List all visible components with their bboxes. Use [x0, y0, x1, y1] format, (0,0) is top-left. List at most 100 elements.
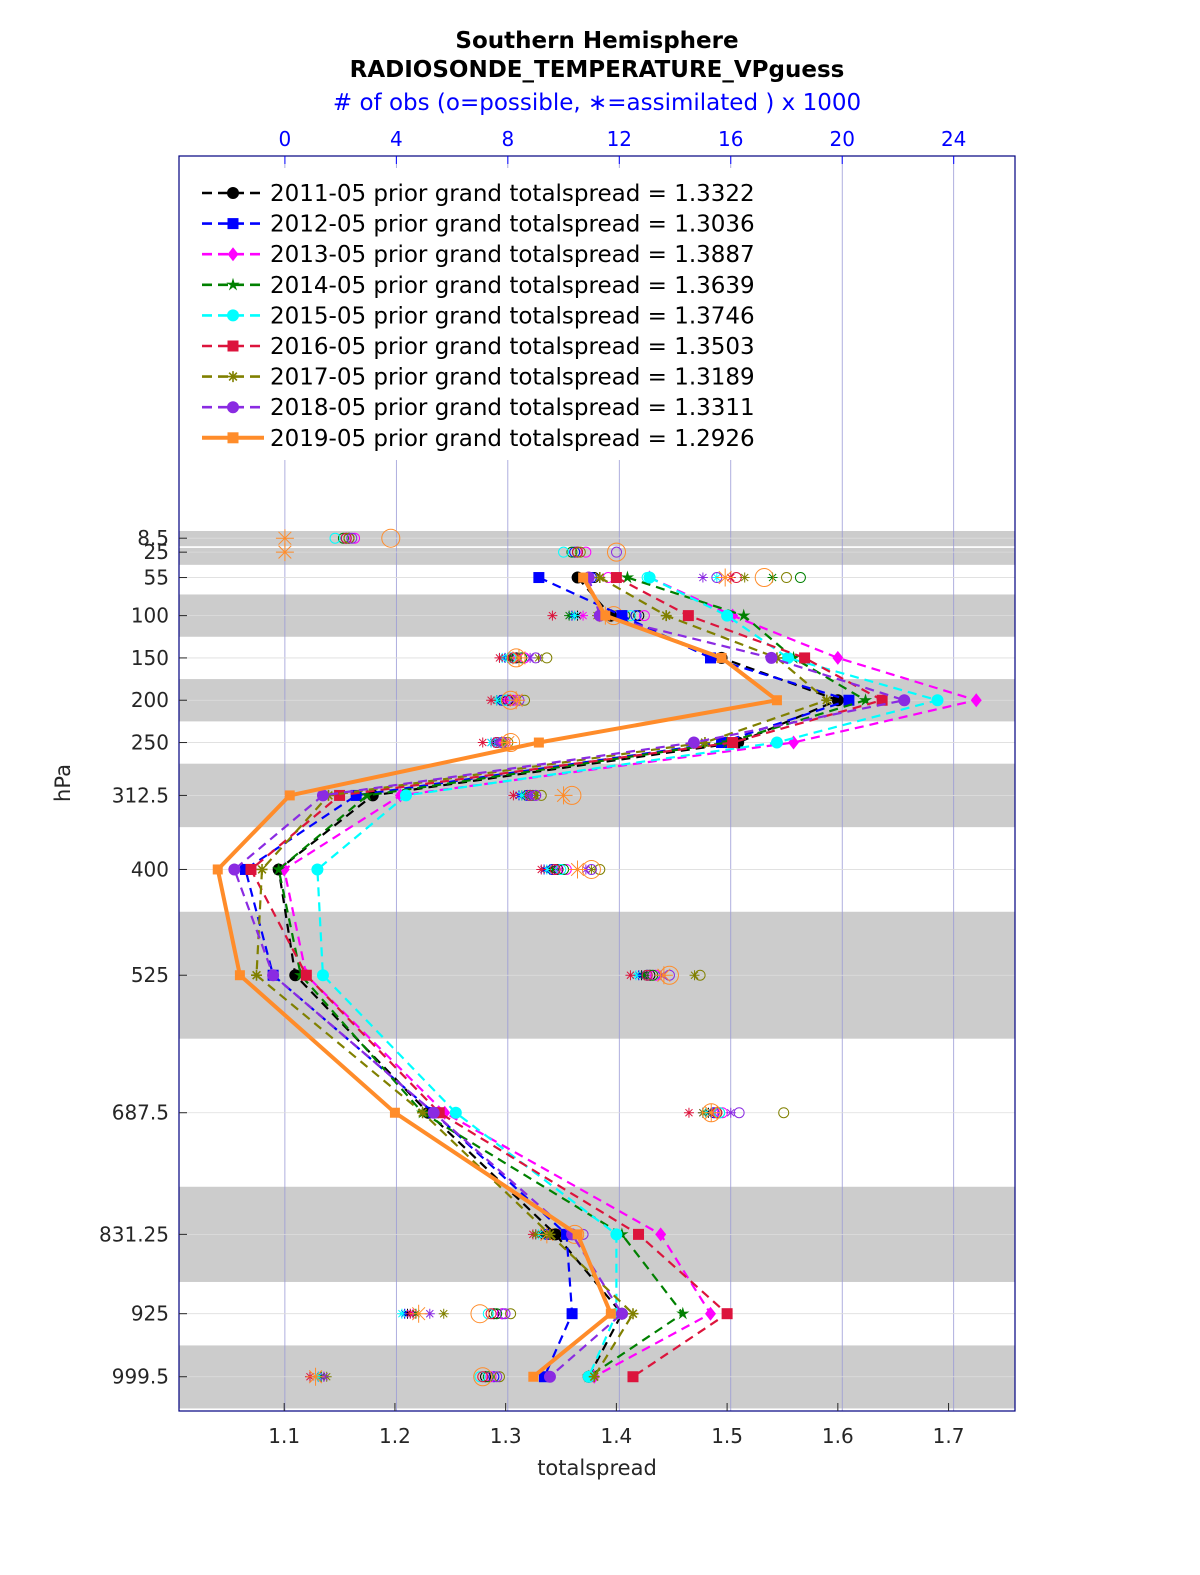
data-point [251, 969, 263, 981]
obs-possible-marker [499, 1308, 511, 1320]
obs-assimilated-marker [424, 1308, 435, 1319]
data-point [831, 694, 844, 707]
data-point [300, 969, 312, 981]
obs-possible-marker [343, 532, 355, 544]
obs-assimilated-marker [525, 790, 536, 801]
obs-assimilated-marker [536, 864, 547, 875]
legend-label: 2018-05 prior grand totalspread = 1.3311 [270, 395, 755, 421]
data-point [566, 1308, 578, 1320]
data-point [350, 789, 362, 801]
y-tick-label: 687.5 [112, 1101, 169, 1125]
data-point [620, 570, 635, 584]
obs-possible-marker [485, 1308, 497, 1320]
obs-assimilated-marker [697, 572, 708, 583]
chart-title: Southern Hemisphere [455, 28, 738, 54]
data-point [682, 610, 694, 622]
obs-assimilated-marker [547, 610, 558, 621]
legend-entry: 2011-05 prior grand totalspread = 1.3322 [202, 181, 755, 207]
obs-assimilated-marker [569, 610, 580, 621]
obs-possible-marker [473, 1367, 493, 1387]
obs-possible-marker [569, 546, 581, 558]
legend-entry: 2012-05 prior grand totalspread = 1.3036 [202, 212, 755, 238]
series-group [228, 571, 911, 1383]
data-point [399, 789, 412, 802]
obs-possible-marker [505, 1308, 517, 1320]
obs-assimilated-marker [533, 652, 544, 663]
obs-possible-marker [346, 532, 358, 544]
obs-assimilated-marker [541, 864, 552, 875]
data-point [533, 572, 545, 584]
x-tick-label: 1.4 [600, 1424, 632, 1448]
obs-assimilated-marker [689, 970, 700, 981]
obs-assimilated-marker [306, 1367, 325, 1386]
data-point [316, 969, 329, 982]
obs-assimilated-marker [716, 568, 735, 587]
data-point [843, 694, 855, 706]
data-point [294, 968, 308, 981]
obs-assimilated-marker [568, 860, 587, 879]
data-point [610, 572, 622, 584]
data-point [765, 651, 778, 664]
obs-possible-marker [558, 546, 570, 558]
data-point [272, 862, 286, 876]
data-point [721, 609, 734, 622]
legend: 2011-05 prior grand totalspread = 1.3322… [190, 168, 820, 460]
data-point [727, 737, 739, 749]
obs-assimilated-marker [631, 970, 642, 981]
chart-subtitle: RADIOSONDE_TEMPERATURE_VPguess [350, 57, 845, 83]
data-point [228, 863, 241, 876]
obs-possible-marker [491, 1308, 503, 1320]
data-point [316, 789, 329, 802]
data-point [720, 735, 734, 749]
data-point [544, 1228, 556, 1240]
y-tick-label: 400 [131, 857, 169, 881]
legend-background [190, 168, 820, 460]
data-point [721, 1308, 733, 1320]
data-point [716, 652, 727, 663]
y-tick-label: 525 [131, 963, 169, 987]
data-point [832, 650, 844, 665]
obs-assimilated-marker [494, 652, 505, 663]
data-point [770, 736, 783, 749]
obs-assimilated-marker [739, 572, 750, 583]
obs-assimilated-marker [275, 543, 294, 562]
series-line [277, 576, 841, 1378]
y-tick-label: 999.5 [112, 1365, 169, 1389]
series-group [245, 572, 888, 1383]
data-point [799, 652, 811, 664]
y-tick-label: 200 [131, 688, 169, 712]
obs-assimilated-marker [491, 695, 502, 706]
data-point [227, 187, 239, 199]
data-point [660, 610, 672, 622]
data-point [616, 610, 628, 622]
data-point [227, 218, 239, 230]
obs-possible-marker [566, 546, 578, 558]
data-point [245, 863, 257, 875]
data-point [234, 970, 245, 981]
obs-assimilated-marker [507, 691, 526, 710]
data-point [605, 1308, 616, 1319]
data-point [737, 608, 751, 622]
shaded-band [179, 547, 1015, 565]
obs-assimilated-marker [409, 1304, 428, 1323]
y-tick-label: 55 [144, 566, 169, 590]
data-point [615, 1307, 628, 1320]
data-point [704, 1306, 716, 1321]
legend-label: 2015-05 prior grand totalspread = 1.3746 [270, 303, 755, 329]
obs-possible-marker [477, 1371, 489, 1383]
data-point [389, 1107, 400, 1118]
data-point [427, 1106, 440, 1119]
data-point [226, 277, 240, 291]
legend-entry: 2019-05 prior grand totalspread = 1.2926 [202, 426, 755, 452]
data-point [898, 694, 911, 707]
legend-label: 2016-05 prior grand totalspread = 1.3503 [270, 334, 755, 360]
obs-assimilated-marker [578, 610, 589, 621]
obs-assimilated-marker [767, 572, 778, 583]
obs-assimilated-marker [498, 733, 517, 752]
data-point [627, 1371, 639, 1383]
data-point [970, 693, 982, 708]
obs-possible-marker [638, 610, 650, 622]
obs-possible-marker [482, 1308, 494, 1320]
data-point [594, 572, 606, 584]
